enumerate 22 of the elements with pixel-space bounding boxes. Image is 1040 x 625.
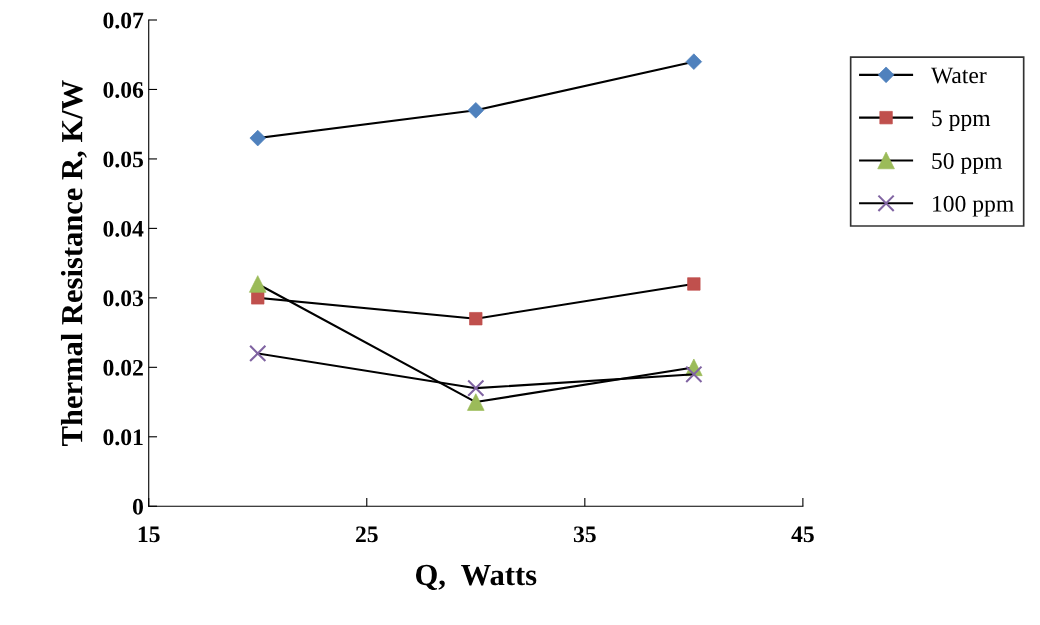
x-tick-label: 25	[355, 526, 378, 543]
point	[467, 379, 485, 397]
y-tick-label: 0	[132, 498, 143, 515]
point	[685, 365, 703, 383]
y-tick-label: 0.03	[103, 290, 144, 307]
y-tick-label: 0.06	[103, 81, 144, 98]
x-tick-label: 35	[573, 526, 596, 543]
x-tick-label: 45	[791, 526, 814, 543]
point	[249, 344, 267, 363]
x-axis-title: Q, Watts	[416, 564, 537, 590]
y-tick-label: 0.01	[103, 429, 143, 446]
y-tick-label: 0.05	[103, 151, 143, 168]
legend-label: 50 ppm	[932, 153, 1003, 174]
legend-label: Water	[930, 67, 987, 84]
y-tick-label: 0.07	[103, 12, 144, 29]
y-axis-title: Thermal Resistance R, K/W	[60, 80, 87, 446]
y-tick-label: 0.04	[103, 220, 144, 237]
point	[685, 53, 703, 70]
y-tick-label: 0.02	[103, 359, 143, 376]
legend-label: 5 ppm	[932, 110, 991, 131]
legend-label: 100 ppm	[933, 195, 1014, 217]
x-tick-label: 15	[138, 526, 160, 543]
